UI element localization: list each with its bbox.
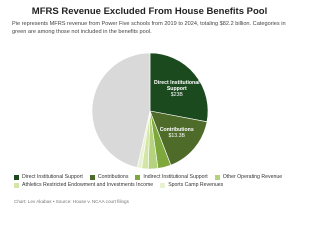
pie-slice bbox=[91, 52, 151, 168]
legend-label: Other Operating Revenue bbox=[222, 174, 283, 180]
pie-slice bbox=[149, 110, 208, 166]
legend-label: Indirect Institutional Support bbox=[143, 174, 208, 180]
legend-swatch bbox=[160, 182, 166, 188]
slice-label: Contributions $13.3B bbox=[154, 127, 200, 139]
legend-item: Sports Camp Revenues bbox=[160, 182, 223, 188]
slice-value: $13.3B bbox=[168, 133, 185, 140]
legend-swatch bbox=[14, 174, 19, 180]
legend-item: Direct Institutional Support bbox=[14, 174, 83, 180]
legend-label: Sports Camp Revenues bbox=[168, 182, 224, 188]
legend-item: Contributions bbox=[89, 174, 129, 180]
legend-label: Athletics Restricted Endowment and Inves… bbox=[22, 182, 154, 188]
legend-swatch bbox=[89, 174, 95, 180]
legend-item: Indirect Institutional Support bbox=[135, 174, 208, 180]
legend: Direct Institutional Support Contribution… bbox=[14, 174, 294, 190]
legend-swatch bbox=[14, 182, 19, 188]
slice-value: $23B bbox=[170, 91, 183, 98]
slice-label: Direct Institutional Support $23B bbox=[154, 80, 200, 98]
legend-label: Contributions bbox=[97, 174, 129, 180]
chart bbox=[91, 52, 209, 170]
source: Chart: Lev Akabas • Source: House v. NCA… bbox=[14, 199, 129, 204]
chart-title: MFRS Revenue Excluded From House Benefit… bbox=[31, 6, 268, 17]
legend-swatch bbox=[214, 174, 220, 180]
legend-item: Other Operating Revenue bbox=[214, 174, 283, 180]
pie-slice bbox=[149, 52, 209, 123]
page: {"chart_data":{"type":"pie","title":"MFR… bbox=[12, 6, 294, 204]
legend-label: Direct Institutional Support bbox=[22, 174, 83, 180]
legend-swatch bbox=[135, 174, 141, 180]
legend-item: Athletics Restricted Endowment and Inves… bbox=[14, 182, 153, 188]
slice-category: Direct Institutional Support bbox=[154, 79, 200, 92]
chart-subtitle: Pie represents MFRS revenue from Power F… bbox=[12, 21, 286, 35]
slice-category: Contributions bbox=[159, 127, 194, 134]
